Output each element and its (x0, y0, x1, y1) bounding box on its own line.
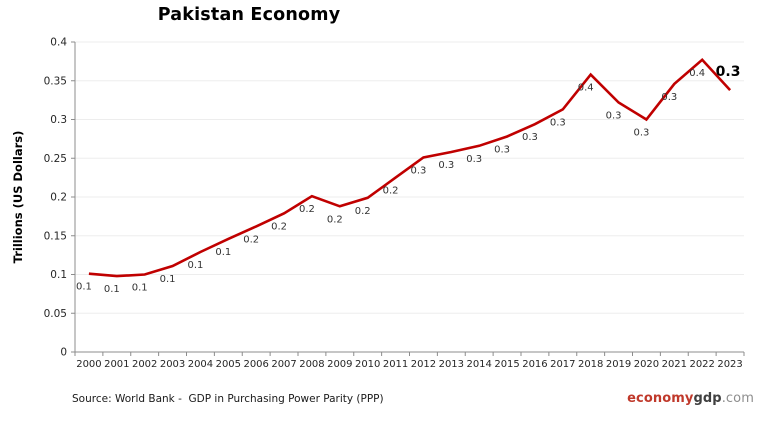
data-label: 0.1 (132, 283, 148, 294)
data-label: 0.2 (271, 221, 287, 232)
x-axis-year-label: 2023 (717, 359, 742, 370)
y-axis-tick-label: 0.35 (44, 75, 67, 87)
x-axis-year-label: 2015 (494, 359, 519, 370)
gdp-line-chart: Trillions (US Dollars) 0 0.05 0.1 0.15 0.2 0.… (11, 37, 745, 370)
data-label: 0.3 (633, 128, 649, 139)
x-axis-year-label: 2012 (411, 359, 436, 370)
x-axis-year-label: 2021 (662, 359, 687, 370)
x-axis-year-label: 2000 (76, 359, 101, 370)
x-axis-year-label: 2005 (216, 359, 241, 370)
x-axis-year-label: 2002 (132, 359, 157, 370)
y-axis-tick-label: 0.05 (44, 308, 67, 320)
data-label: 0.1 (187, 260, 203, 271)
brand-economy: economy (627, 391, 694, 406)
chart-title: Pakistan Economy (157, 5, 341, 25)
data-label: 0.2 (383, 186, 399, 197)
y-axis-tick-label: 0.25 (44, 153, 67, 165)
y-axis-tick-label: 0.3 (50, 114, 67, 126)
x-axis-year-label: 2014 (466, 359, 491, 370)
data-label: 0.2 (327, 214, 343, 225)
x-axis-year-label: 2007 (271, 359, 296, 370)
x-axis-year-label: 2017 (550, 359, 575, 370)
data-label: 0.3 (522, 132, 538, 143)
x-axis-year-label: 2018 (578, 359, 603, 370)
source-note: Source: World Bank - GDP in Purchasing P… (72, 393, 384, 405)
y-axis-tick-label: 0 (60, 347, 67, 359)
x-axis-year-label: 2006 (243, 359, 268, 370)
brand-gdp: gdp (693, 391, 722, 406)
data-label: 0.3 (661, 92, 677, 103)
y-axis-tick-label: 0.2 (50, 192, 67, 204)
branding-logo[interactable]: economygdp.com (627, 391, 754, 406)
x-axis-year-label: 2009 (327, 359, 352, 370)
y-axis-title: Trillions (US Dollars) (11, 131, 25, 264)
x-axis-year-label: 2022 (689, 359, 714, 370)
x-axis-year-label: 2013 (439, 359, 464, 370)
data-label: 0.3 (550, 117, 566, 128)
data-label: 0.3 (438, 160, 454, 171)
y-axis-tick-label: 0.1 (50, 269, 67, 281)
x-axis-year-label: 2008 (299, 359, 324, 370)
data-label: 0.1 (104, 284, 120, 295)
data-label: 0.1 (215, 247, 231, 258)
data-label: 0.2 (355, 206, 371, 217)
x-axis-year-label: 2001 (104, 359, 129, 370)
data-label: 0.3 (494, 145, 510, 156)
x-axis-year-label: 2010 (355, 359, 380, 370)
y-axis-tick-label: 0.15 (44, 230, 67, 242)
x-axis-year-label: 2003 (160, 359, 185, 370)
data-label: 0.3 (410, 165, 426, 176)
data-label: 0.3 (466, 154, 482, 165)
data-label: 0.3 (606, 110, 622, 121)
x-axis-year-label: 2004 (188, 359, 213, 370)
data-label: 0.2 (299, 204, 315, 215)
gdp-line-series (88, 57, 732, 278)
data-label: 0.1 (160, 274, 176, 285)
x-axis-year-label: 2019 (606, 359, 631, 370)
x-axis-year-label: 2020 (634, 359, 659, 370)
x-axis-year-label: 2011 (383, 359, 408, 370)
data-label: 0.1 (76, 282, 92, 293)
data-label: 0.4 (578, 83, 594, 94)
data-label: 0.4 (689, 68, 705, 79)
brand-dotcom: .com (721, 391, 754, 406)
data-label-final: 0.3 (716, 64, 741, 80)
data-label: 0.2 (243, 234, 259, 245)
y-axis-tick-label: 0.4 (50, 37, 67, 49)
x-axis-year-label: 2016 (522, 359, 547, 370)
